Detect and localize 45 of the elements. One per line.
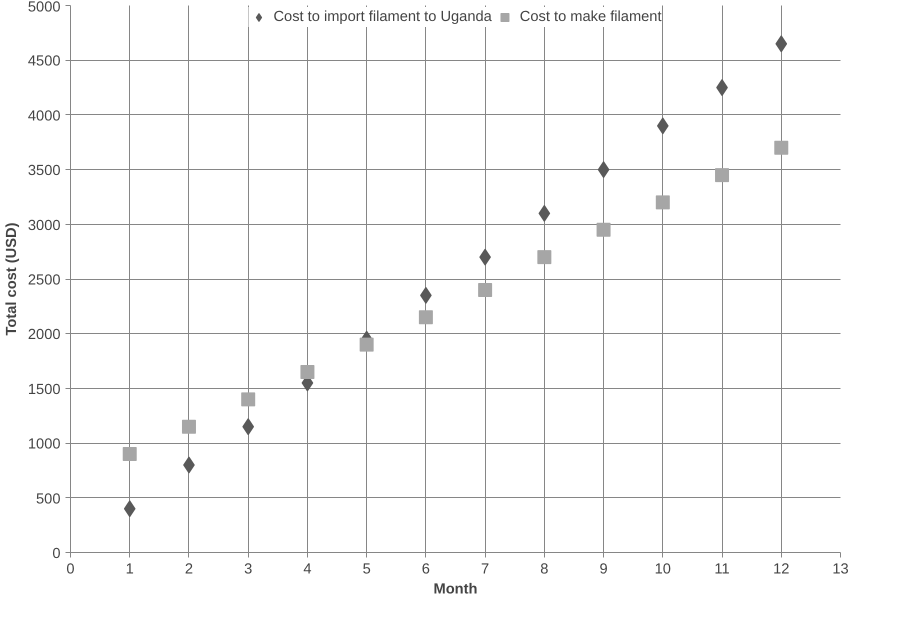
x-tick-label: 10 bbox=[654, 562, 671, 578]
point bbox=[656, 117, 669, 134]
x-tick-label: 4 bbox=[303, 562, 312, 578]
x-tick-label: 3 bbox=[244, 562, 252, 578]
y-tick-label: 1000 bbox=[28, 436, 61, 453]
x-tick-label: 8 bbox=[540, 562, 548, 578]
x-axis-title: Month bbox=[434, 582, 478, 598]
point bbox=[122, 447, 137, 462]
x-tick-label: 7 bbox=[481, 562, 490, 578]
x-tick-label: 13 bbox=[832, 562, 849, 578]
y-tick-label: 4500 bbox=[28, 54, 61, 70]
point bbox=[241, 392, 256, 406]
point bbox=[537, 250, 552, 264]
point bbox=[775, 35, 788, 52]
y-tick-label: 1500 bbox=[28, 382, 61, 398]
point bbox=[300, 364, 314, 379]
x-tick-label: 0 bbox=[66, 562, 75, 578]
x-tick-label: 5 bbox=[362, 562, 371, 578]
y-axis-title: Total cost (USD) bbox=[4, 222, 20, 336]
point bbox=[774, 140, 788, 155]
x-tick-label: 6 bbox=[422, 562, 430, 578]
point bbox=[124, 500, 136, 518]
legend-label: Cost to make filament bbox=[520, 9, 662, 25]
point bbox=[478, 282, 492, 297]
x-tick-label: 9 bbox=[600, 562, 608, 578]
x-tick-label: 11 bbox=[714, 562, 730, 578]
point bbox=[182, 420, 196, 434]
y-tick-label: 0 bbox=[52, 546, 61, 562]
y-tick-label: 3000 bbox=[28, 218, 61, 234]
legend-label: Cost to import filament to Uganda bbox=[273, 9, 492, 25]
y-tick-label: 5000 bbox=[28, 0, 61, 16]
y-tick-label: 4000 bbox=[28, 108, 61, 124]
point bbox=[242, 418, 254, 436]
y-tick-label: 2000 bbox=[28, 327, 61, 344]
x-tick-label: 2 bbox=[184, 562, 194, 578]
point bbox=[360, 338, 374, 352]
point bbox=[418, 310, 433, 324]
y-tick-label: 3500 bbox=[28, 163, 61, 180]
y-tick-label: 2500 bbox=[28, 272, 61, 288]
y-tick-label: 500 bbox=[36, 491, 61, 508]
x-tick-label: 12 bbox=[773, 562, 790, 578]
point bbox=[715, 168, 730, 182]
point bbox=[656, 195, 670, 210]
point bbox=[596, 222, 611, 237]
x-tick-label: 1 bbox=[126, 562, 134, 578]
